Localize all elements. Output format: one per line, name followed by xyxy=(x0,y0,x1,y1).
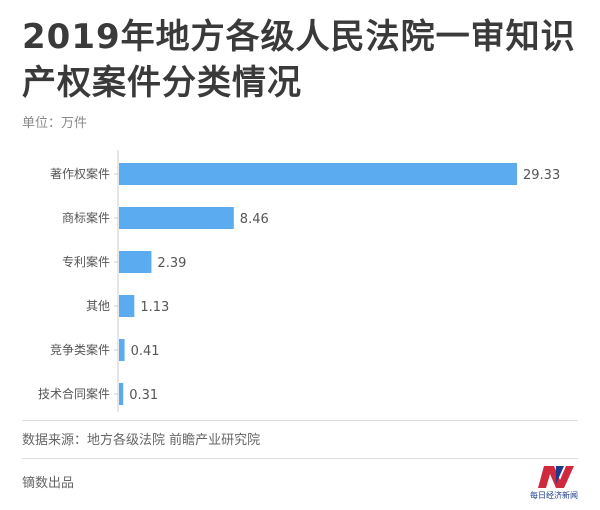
footer-divider xyxy=(22,458,578,459)
bar-chart: 著作权案件 29.33 商标案件 8.46 专利案件 2.39 其他 1.13 竞争类案件 0.4… xyxy=(38,150,560,412)
bars-group: 著作权案件 29.33 商标案件 8.46 专利案件 2.39 其他 1.13 竞争类案件 0.4… xyxy=(38,163,560,405)
category-label: 商标案件 xyxy=(62,210,110,225)
category-label: 其他 xyxy=(86,299,110,313)
value-label: 29.33 xyxy=(523,168,560,183)
bar xyxy=(119,163,517,185)
value-label: 1.13 xyxy=(140,300,169,315)
value-label: 0.31 xyxy=(129,388,158,403)
bar xyxy=(119,295,135,317)
logo-text: 每日经济新闻 xyxy=(530,490,578,500)
unit-label: 单位：万件 xyxy=(22,116,88,131)
value-label: 8.46 xyxy=(240,212,269,227)
bar xyxy=(119,383,124,405)
bar xyxy=(119,251,152,273)
category-label: 竞争类案件 xyxy=(50,342,110,357)
value-label: 0.41 xyxy=(131,344,160,359)
category-label: 技术合同案件 xyxy=(38,386,110,401)
credit-label: 镝数出品 xyxy=(22,476,75,491)
value-label: 2.39 xyxy=(157,256,186,271)
category-label: 著作权案件 xyxy=(50,166,110,181)
category-label: 专利案件 xyxy=(62,254,110,269)
bar xyxy=(119,339,125,361)
publisher-logo: 每日经济新闻 xyxy=(530,466,578,500)
chart-title: 2019年地方各级人民法院一审知识产权案件分类情况 xyxy=(22,17,576,103)
data-source: 数据来源：地方各级法院 前瞻产业研究院 xyxy=(22,433,261,448)
source-divider xyxy=(22,420,578,421)
bar xyxy=(119,207,234,229)
logo-mark-accent xyxy=(556,466,564,484)
